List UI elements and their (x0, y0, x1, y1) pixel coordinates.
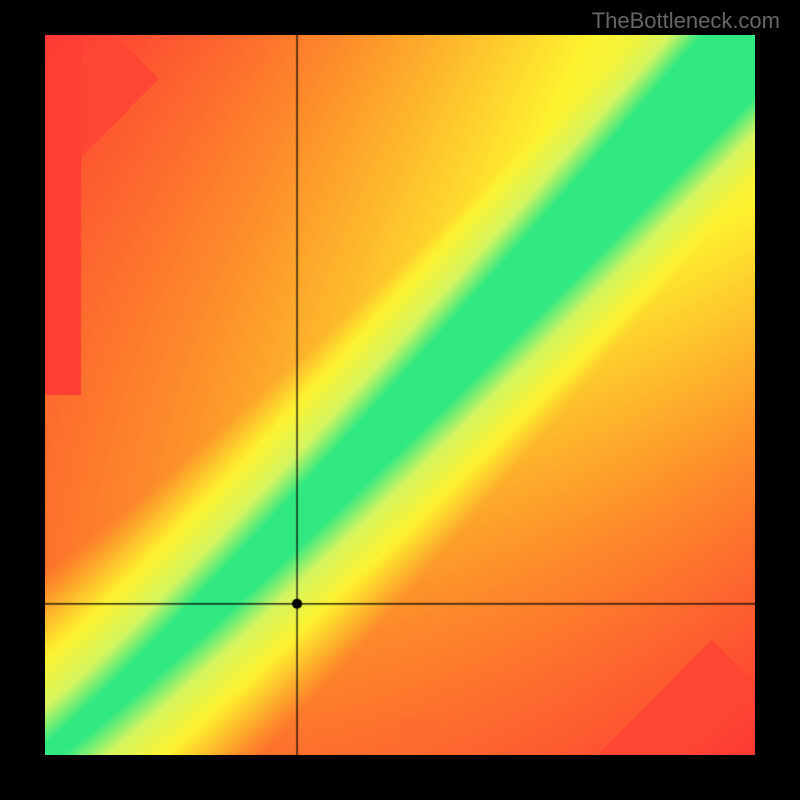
watermark-text: TheBottleneck.com (592, 8, 780, 34)
chart-container: TheBottleneck.com (0, 0, 800, 800)
bottleneck-heatmap (45, 35, 755, 755)
